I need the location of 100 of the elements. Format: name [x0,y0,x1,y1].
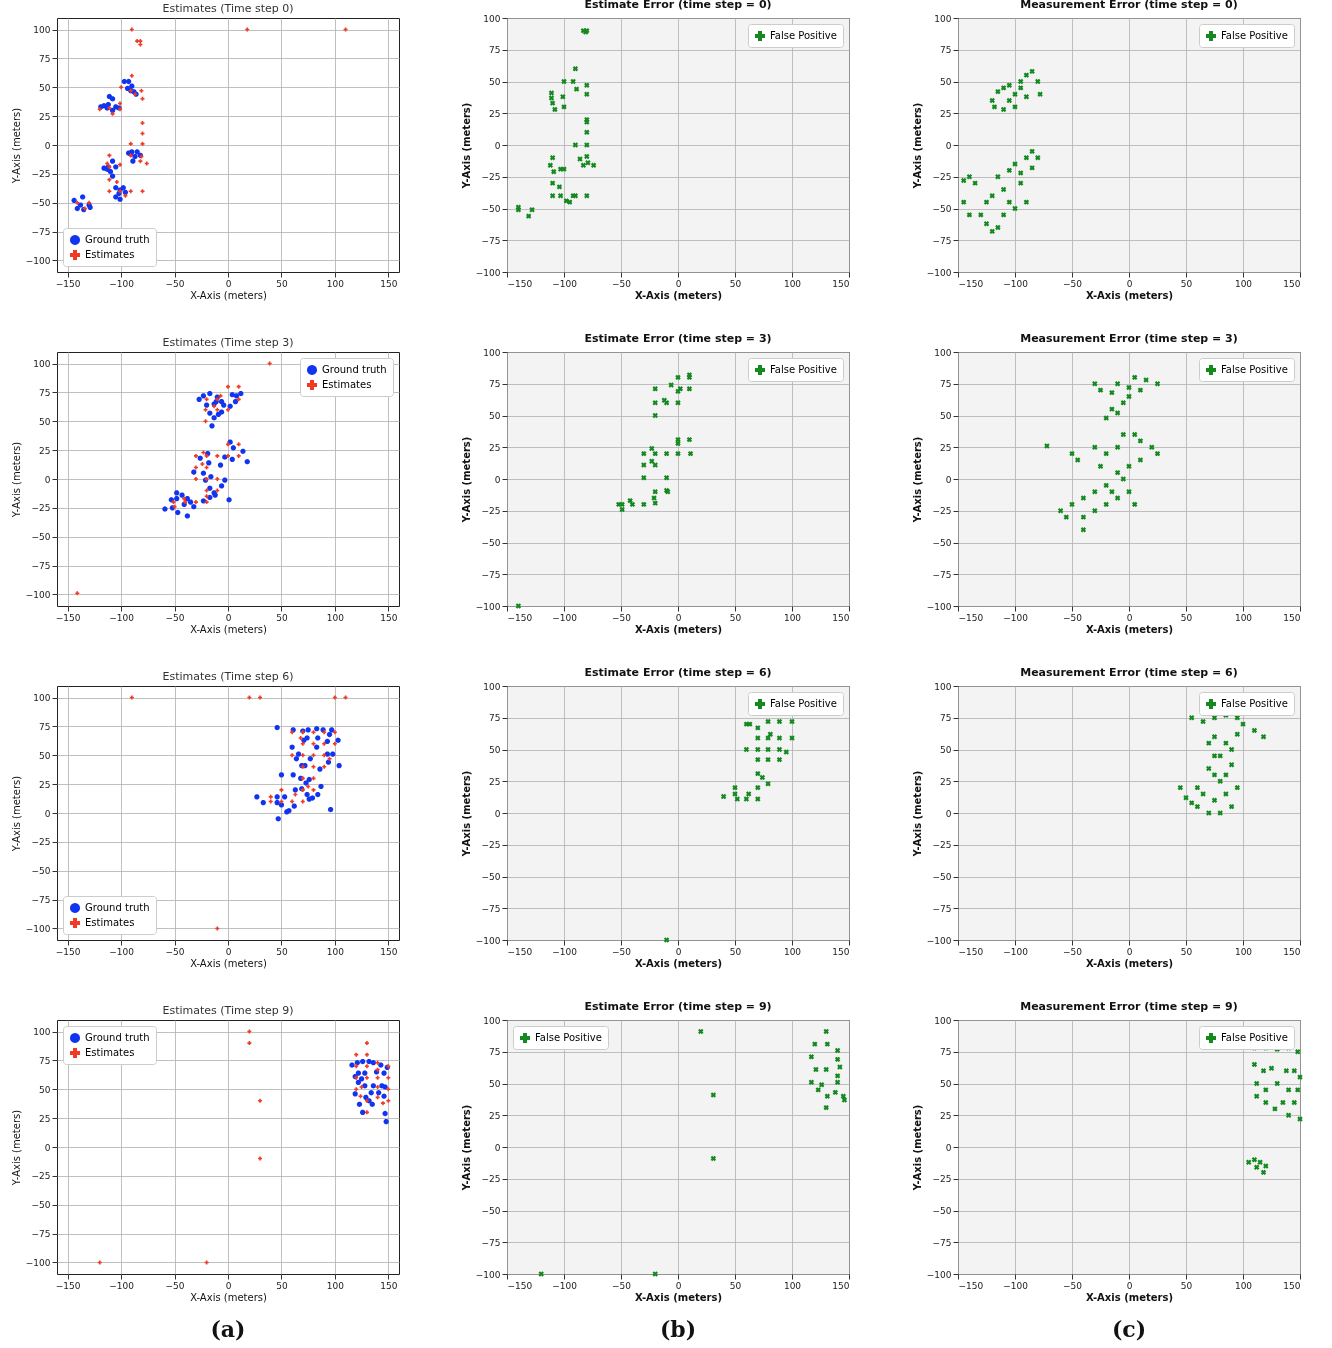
x-tick-label: 150 [832,612,850,623]
x-tick-label: −50 [612,946,632,957]
y-tick-label: −75 [31,895,51,906]
legend-label: False Positive [1221,30,1288,41]
x-tick-label: −100 [1003,1280,1029,1291]
x-tick-label: 50 [729,1280,742,1291]
y-tick-label: 50 [39,750,51,761]
x-tick-label: 50 [1180,1280,1193,1291]
x-tick-label: −100 [552,278,578,289]
x-tick-label: 150 [1283,1280,1301,1291]
x-tick-label: 50 [276,1280,288,1291]
y-tick-label: 75 [940,1047,952,1058]
y-tick-label: −100 [25,1257,51,1268]
chart-title: Estimate Error (time step = 9) [584,1000,772,1013]
y-tick-label: 50 [940,1079,952,1089]
x-tick-label: 0 [1126,278,1133,289]
y-tick-label: −50 [481,538,501,548]
x-tick-label: −50 [612,612,632,623]
x-tick-label: 100 [1234,946,1253,957]
x-tick-label: −50 [1063,612,1083,623]
x-axis-title: X-Axis (meters) [635,289,722,301]
y-tick-label: 100 [483,13,501,24]
x-tick-label: 50 [1180,946,1193,957]
x-tick-label: −50 [1063,278,1083,289]
x-tick-label: 50 [729,612,742,623]
x-tick-label: 0 [225,612,232,623]
x-tick-label: −100 [552,612,578,623]
text: (a) [209,1316,247,1342]
y-tick-label: 75 [489,379,501,390]
x-tick-label: −100 [1003,612,1029,623]
x-tick-label: 0 [675,278,682,289]
y-tick-label: 50 [39,82,51,93]
y-tick-label: −75 [481,1237,501,1248]
x-tick-label: 0 [225,1280,232,1291]
y-tick-label: −50 [481,872,501,882]
x-tick-label: 50 [1180,612,1193,623]
x-tick-label: 100 [783,612,802,623]
y-tick-label: −100 [475,267,501,278]
y-axis-title: Y-Axis (meters) [911,436,923,524]
y-tick-label: −50 [932,1206,952,1216]
y-tick-label: −25 [481,172,501,183]
y-tick-label: −50 [481,204,501,214]
y-tick-label: 75 [940,45,952,56]
x-tick-label: −50 [165,612,185,623]
x-tick-label: −150 [958,946,984,957]
legend-label: False Positive [770,698,837,709]
text: (b) [658,1316,698,1342]
x-tick-label: 100 [1234,612,1253,623]
x-tick-label: 0 [225,946,232,957]
y-tick-label: 100 [33,693,51,704]
legend-label: False Positive [1221,1032,1288,1043]
x-tick-label: −150 [958,612,984,623]
x-tick-label: −100 [109,612,135,623]
y-tick-label: −100 [475,935,501,946]
y-tick-label: −75 [932,569,952,580]
x-tick-label: −100 [552,1280,578,1291]
y-tick-label: 100 [33,359,51,370]
x-tick-label: −100 [109,1280,135,1291]
x-axis-title: X-Axis (meters) [635,1291,722,1303]
y-tick-label: −50 [932,538,952,548]
x-tick-label: −150 [55,1280,81,1291]
x-tick-label: 0 [675,612,682,623]
x-tick-label: 50 [1180,278,1193,289]
y-tick-label: −25 [932,172,952,183]
x-tick-label: 100 [326,946,345,957]
x-tick-label: 100 [326,278,345,289]
y-tick-label: −25 [481,840,501,851]
y-tick-label: 25 [39,111,51,122]
x-tick-label: −50 [1063,946,1083,957]
y-tick-label: −25 [31,503,51,514]
y-tick-label: 0 [945,474,952,485]
x-axis-title: X-Axis (meters) [190,1291,267,1303]
chart-title: Measurement Error (time step = 9) [1020,1000,1238,1013]
y-axis-title: Y-Axis (meters) [911,1104,923,1192]
y-tick-label: −75 [932,903,952,914]
y-tick-label: −50 [31,532,51,543]
y-tick-label: 75 [489,1047,501,1058]
y-tick-label: −75 [481,569,501,580]
y-tick-label: −75 [481,903,501,914]
x-tick-label: 150 [832,946,850,957]
legend-label: Estimates [85,1047,135,1058]
y-tick-label: −25 [481,1174,501,1185]
y-tick-label: −25 [31,1171,51,1182]
y-tick-label: 75 [39,53,51,64]
y-tick-label: −75 [932,1237,952,1248]
y-tick-label: 50 [39,416,51,427]
y-tick-label: 100 [934,347,952,358]
x-tick-label: −50 [165,946,185,957]
y-tick-label: 0 [945,808,952,819]
x-tick-label: 0 [675,1280,682,1291]
x-tick-label: 100 [783,946,802,957]
y-tick-label: 100 [934,681,952,692]
x-tick-label: −50 [612,278,632,289]
y-tick-label: −100 [475,1269,501,1280]
y-tick-label: −50 [932,204,952,214]
y-tick-label: 50 [940,411,952,421]
y-tick-label: −100 [926,601,952,612]
x-tick-label: 100 [1234,1280,1253,1291]
y-tick-label: −100 [25,589,51,600]
y-axis-title: Y-Axis (meters) [911,770,923,858]
